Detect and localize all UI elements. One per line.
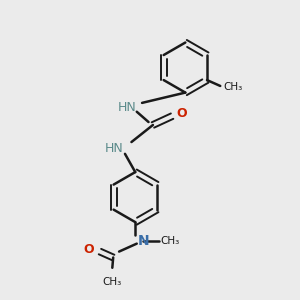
Text: CH₃: CH₃	[160, 236, 180, 246]
Text: O: O	[176, 107, 187, 120]
Text: O: O	[83, 243, 94, 256]
Text: HN: HN	[105, 142, 124, 155]
Text: N: N	[138, 234, 149, 248]
Text: HN: HN	[118, 101, 137, 114]
Text: CH₃: CH₃	[223, 82, 242, 92]
Text: CH₃: CH₃	[102, 277, 121, 286]
